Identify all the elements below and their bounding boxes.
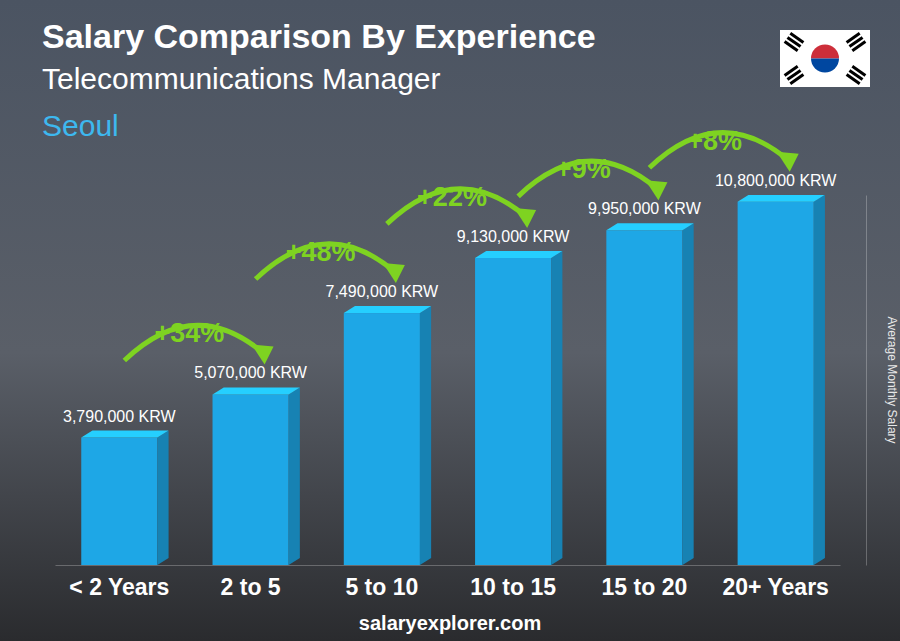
subtitle: Telecommunications Manager: [42, 62, 441, 95]
bar-side: [157, 431, 168, 565]
bar-side: [814, 195, 825, 565]
growth-arrowhead: [514, 208, 536, 228]
y-axis-line: [866, 196, 867, 566]
flag-red: [811, 45, 839, 59]
growth-label: +48%: [286, 237, 356, 267]
y-axis: [866, 196, 867, 566]
annotations: +34% +48% +22% +9% +8%: [124, 126, 798, 365]
data-label: 9,130,000 KRW: [457, 228, 571, 245]
bar-top: [81, 431, 168, 438]
background: [0, 0, 900, 641]
data-label: 9,950,000 KRW: [588, 200, 702, 217]
x-tick: 5 to 10: [345, 565, 418, 600]
x-tick: 20+ Years: [722, 565, 828, 600]
flag-trigram: [851, 40, 866, 52]
flag-trigram: [789, 73, 804, 85]
x-tick-label: 20+ Years: [722, 574, 828, 600]
flag-trigram: [784, 40, 799, 52]
x-axis: < 2 Years 2 to 5 5 to 10 10 to 15 15 to 20 20…: [56, 565, 841, 600]
bar-top: [475, 251, 562, 258]
growth-arrowhead: [252, 344, 274, 364]
bar-side: [551, 251, 562, 565]
data-label: 3,790,000 KRW: [63, 408, 177, 425]
chart: Salary Comparison By Experience Telecommu…: [0, 0, 900, 641]
growth-arrowhead: [777, 152, 799, 172]
bar-side: [420, 306, 431, 565]
bar-side: [682, 223, 693, 565]
x-tick: 2 to 5: [221, 565, 281, 600]
title: Salary Comparison By Experience: [42, 17, 596, 55]
bar: [738, 202, 814, 565]
bars: [81, 195, 825, 565]
growth-label: +22%: [417, 182, 487, 212]
bar: [475, 258, 551, 565]
x-axis-line: [56, 565, 841, 566]
growth-arrowhead: [645, 180, 667, 200]
data-labels: 3,790,000 KRW 5,070,000 KRW 7,490,000 KRW 9…: [63, 172, 837, 425]
region: Seoul: [42, 109, 119, 142]
bar-top: [738, 195, 825, 202]
growth-arrowhead: [383, 263, 405, 283]
bar: [81, 438, 157, 565]
x-tick-label: < 2 Years: [69, 574, 169, 600]
data-label: 7,490,000 KRW: [326, 283, 440, 300]
growth-label: +34%: [155, 318, 225, 348]
bar: [606, 230, 682, 565]
x-tick: < 2 Years: [69, 565, 169, 600]
data-label: 5,070,000 KRW: [194, 364, 308, 381]
growth-label: +9%: [556, 154, 611, 184]
bar-top: [344, 306, 431, 313]
growth-label: +8%: [687, 126, 742, 156]
bar: [344, 313, 420, 565]
bar-top: [213, 387, 300, 394]
x-tick-label: 5 to 10: [345, 574, 418, 600]
bar: [213, 394, 289, 565]
bar-side: [289, 387, 300, 565]
x-tick-label: 10 to 15: [470, 574, 556, 600]
bar-top: [606, 223, 693, 230]
source: salaryexplorer.com: [359, 612, 541, 634]
data-label: 10,800,000 KRW: [715, 172, 837, 189]
x-tick: 10 to 15: [470, 565, 556, 600]
flag: [780, 30, 870, 87]
x-tick-label: 2 to 5: [221, 574, 281, 600]
x-tick: 15 to 20: [602, 565, 688, 600]
x-tick-label: 15 to 20: [602, 574, 688, 600]
y-axis-title: Average Monthly Salary: [885, 316, 899, 443]
flag-field: [780, 30, 870, 87]
flag-trigram: [846, 73, 861, 85]
flag-blue: [811, 59, 839, 73]
